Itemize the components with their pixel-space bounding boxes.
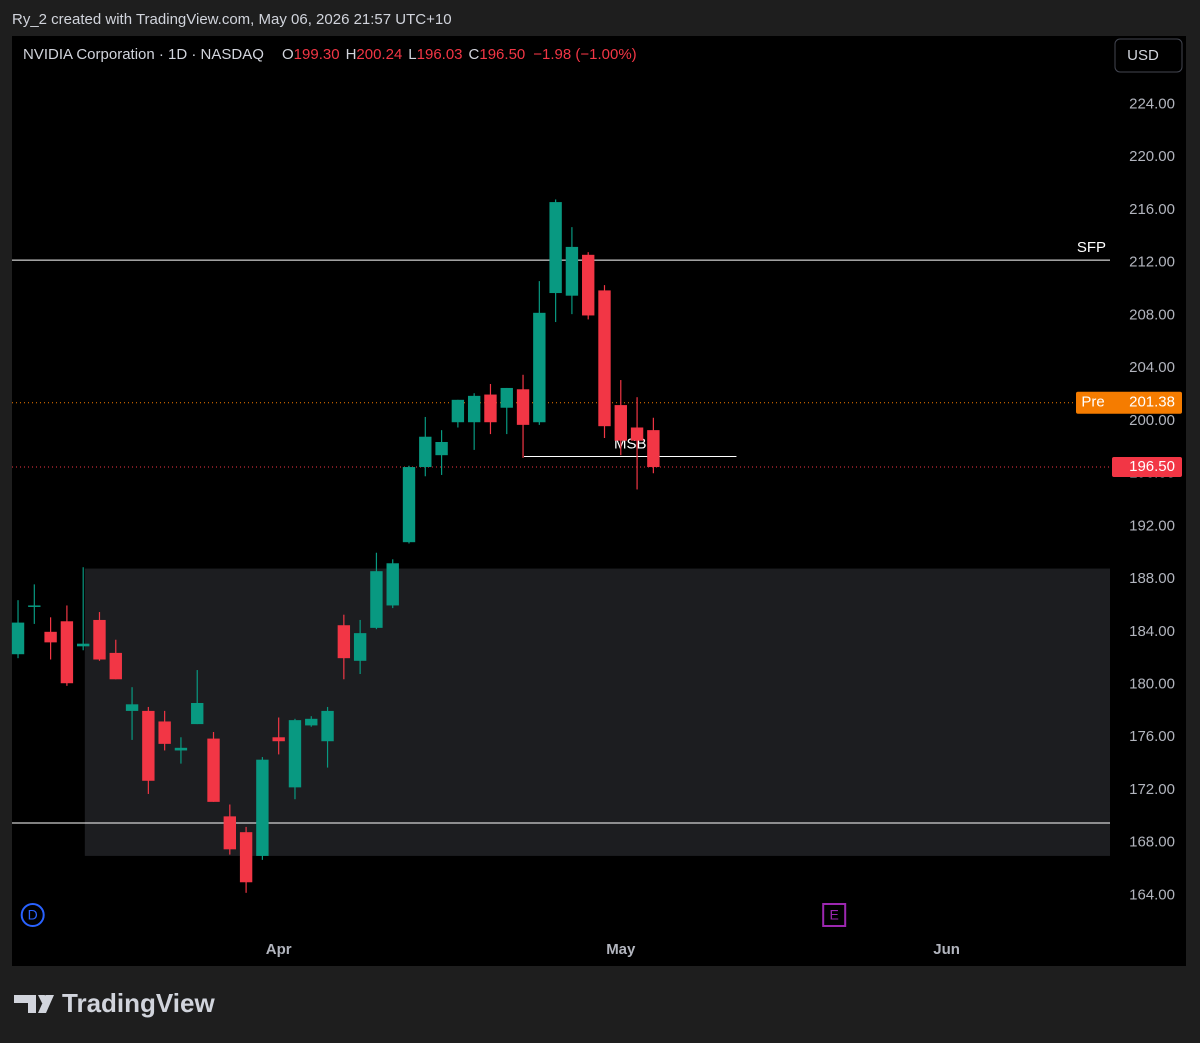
candle-body	[565, 246, 579, 296]
y-tick-label: 168.00	[1129, 834, 1175, 851]
candle-body	[516, 389, 530, 425]
y-tick-label: 216.00	[1129, 201, 1175, 218]
y-tick-label: 172.00	[1129, 781, 1175, 798]
level-label: SFP	[1077, 239, 1106, 256]
candle-body	[158, 721, 171, 744]
premarket-label: Pre	[1081, 394, 1104, 411]
x-tick-label: May	[606, 941, 636, 958]
candle-body	[239, 832, 253, 883]
candle-body	[549, 202, 562, 294]
candle-body	[500, 387, 513, 408]
event-label: E	[830, 907, 839, 923]
ohlc-label: L	[408, 46, 416, 63]
candle-body	[419, 436, 432, 468]
ohlc-label: C	[469, 46, 480, 63]
y-tick-label: 200.00	[1129, 412, 1175, 429]
candle-body	[451, 399, 465, 423]
premarket-price: 201.38	[1129, 394, 1175, 411]
candle-body	[370, 571, 383, 628]
candle-body	[321, 710, 334, 742]
brand-logo	[14, 995, 54, 1013]
ohlc-value: 200.24	[356, 46, 402, 63]
brand: TradingView	[62, 988, 215, 1018]
y-tick-label: 184.00	[1129, 623, 1175, 640]
candle-body	[402, 467, 416, 543]
y-tick-label: 204.00	[1129, 359, 1175, 376]
ohlc-value: 196.03	[417, 46, 463, 63]
y-tick-label: 164.00	[1129, 886, 1175, 903]
candle-body	[256, 759, 269, 856]
candle-body	[93, 619, 106, 660]
ohlc-value: 199.30	[294, 46, 340, 63]
last-price-tag	[1112, 457, 1182, 478]
candle-body	[467, 395, 481, 423]
currency[interactable]: USD	[1127, 47, 1159, 64]
candle-body	[207, 738, 220, 802]
y-tick-label: 192.00	[1129, 517, 1175, 534]
ohlc-label: O	[282, 46, 294, 63]
candle-body	[353, 633, 367, 661]
y-tick-label: 220.00	[1129, 148, 1175, 165]
x-tick-label: Apr	[266, 941, 292, 958]
candle-body	[614, 405, 627, 441]
y-tick-label: 188.00	[1129, 570, 1175, 587]
event-label: D	[28, 907, 38, 923]
candle-body	[288, 720, 302, 788]
candle-body	[647, 430, 660, 468]
ohlc-header: O199.30 H200.24 L196.03 C196.50 −1.98 (−1.00…	[282, 46, 637, 63]
candle-body	[272, 737, 285, 742]
candle-body	[11, 622, 25, 655]
y-tick-label: 208.00	[1129, 306, 1175, 323]
candle-body	[435, 442, 448, 456]
candle-body	[386, 563, 399, 606]
candle-body	[630, 427, 644, 441]
candle-body	[109, 652, 122, 680]
candle-body	[305, 718, 318, 726]
candle-body	[77, 643, 90, 647]
ohlc-label: H	[346, 46, 357, 63]
last-price: 196.50	[1129, 458, 1175, 475]
y-tick-label: 224.00	[1129, 96, 1175, 113]
candle-body	[191, 703, 204, 725]
y-tick-label: 180.00	[1129, 676, 1175, 693]
candle-body	[337, 625, 351, 659]
candle-body	[598, 290, 611, 427]
candle-body	[60, 621, 74, 684]
y-tick-label: 176.00	[1129, 728, 1175, 745]
candle-body	[223, 816, 236, 850]
credit: Ry_2 created with TradingView.com, May 0…	[12, 11, 452, 28]
candle-body	[44, 631, 57, 643]
zone	[84, 568, 1111, 856]
chart-title: NVIDIA Corporation · 1D · NASDAQ	[23, 46, 264, 63]
candle-body	[174, 747, 188, 751]
candle-body	[582, 254, 595, 316]
event-icon[interactable]	[20, 903, 45, 927]
premarket-tag	[1076, 391, 1182, 414]
ohlc-change: −1.98 (−1.00%)	[533, 46, 636, 63]
candle-body	[142, 710, 155, 781]
candle-body	[28, 605, 41, 607]
candle-body	[125, 704, 139, 711]
event-icon	[822, 903, 847, 927]
candle-body	[484, 394, 497, 423]
x-tick-label: Jun	[933, 941, 960, 958]
y-tick-label: 212.00	[1129, 254, 1175, 271]
candle-body	[533, 312, 546, 423]
ohlc-value: 196.50	[479, 46, 525, 63]
currency-button[interactable]	[1114, 38, 1183, 73]
